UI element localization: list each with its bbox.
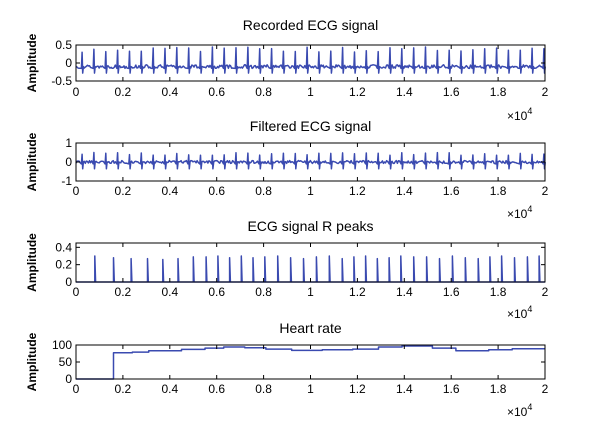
y-tick-label: 0	[65, 56, 72, 70]
x-multiplier: ×104	[507, 304, 532, 321]
x-tick-label: 1	[307, 85, 314, 99]
series-line	[76, 345, 545, 380]
x-tick-label: 1.8	[490, 382, 507, 396]
x-multiplier: ×104	[507, 204, 532, 221]
x-multiplier: ×104	[507, 106, 532, 123]
x-multiplier: ×104	[507, 402, 532, 419]
series-line	[75, 151, 546, 170]
x-tick-label: 1.2	[349, 285, 366, 299]
y-axis-label: Amplitude	[25, 233, 39, 292]
x-tick-label: 0.6	[208, 285, 225, 299]
x-multiplier-exponent: 4	[527, 304, 532, 314]
chart-title: Heart rate	[279, 320, 341, 336]
x-multiplier-base: ×10	[507, 307, 528, 321]
plot-frame	[75, 242, 546, 283]
plot-frame	[75, 44, 546, 82]
y-tick-label: -1	[61, 174, 72, 188]
chart-title: ECG signal R peaks	[247, 218, 373, 234]
y-tick-label: -0.5	[51, 74, 72, 88]
x-tick-label: 1.2	[349, 85, 366, 99]
x-multiplier-base: ×10	[507, 207, 528, 221]
x-tick-label: 2	[542, 285, 549, 299]
x-tick-label: 0.4	[161, 382, 178, 396]
x-tick-label: 1.6	[443, 382, 460, 396]
x-tick-label: 0.6	[208, 85, 225, 99]
x-tick-label: 2	[542, 85, 549, 99]
series-line	[76, 255, 545, 283]
x-tick-label: 2	[542, 382, 549, 396]
x-multiplier-exponent: 4	[527, 402, 532, 412]
y-axis-label: Amplitude	[25, 33, 39, 92]
x-tick-label: 0	[73, 382, 80, 396]
x-tick-label: 1	[307, 382, 314, 396]
y-axis-label: Amplitude	[25, 132, 39, 191]
y-tick-label: 1	[65, 136, 72, 150]
chart-panel-4: Heart rate Amplitude 0 0.2 0.4 0.6 0.8 1 1.2 1.4 1…	[25, 320, 549, 419]
x-tick-label: 0.4	[161, 184, 178, 198]
x-multiplier-exponent: 4	[527, 106, 532, 116]
x-tick-label: 0.2	[115, 382, 132, 396]
x-tick-label: 0	[73, 85, 80, 99]
y-tick-label: 0	[65, 372, 72, 386]
y-tick-label: 0.4	[55, 240, 72, 254]
x-tick-label: 0.8	[255, 184, 272, 198]
y-tick-label: 0	[65, 275, 72, 289]
x-tick-label: 0.6	[208, 184, 225, 198]
y-axis-label: Amplitude	[25, 332, 39, 391]
chart-title: Filtered ECG signal	[250, 118, 371, 134]
x-tick-label: 1.4	[396, 85, 413, 99]
y-tick-label: 0.5	[55, 38, 72, 52]
x-tick-label: 0.6	[208, 382, 225, 396]
x-multiplier-base: ×10	[507, 109, 528, 123]
x-tick-label: 1.6	[443, 85, 460, 99]
x-tick-label: 1.8	[490, 285, 507, 299]
x-tick-label: 0.8	[255, 285, 272, 299]
x-tick-label: 1.4	[396, 285, 413, 299]
y-tick-label: 50	[59, 355, 73, 369]
y-tick-label: 0	[65, 155, 72, 169]
series-line	[75, 46, 546, 74]
x-multiplier-exponent: 4	[527, 204, 532, 214]
y-tick-label: 0.2	[55, 258, 72, 272]
x-tick-label: 1	[307, 184, 314, 198]
x-tick-label: 2	[542, 184, 549, 198]
x-tick-label: 1.8	[490, 184, 507, 198]
x-tick-label: 1	[307, 285, 314, 299]
chart-panel-1: Recorded ECG signal Amplitude 0 0.2 0.4 0.6 0.…	[25, 17, 549, 123]
x-tick-label: 0	[73, 285, 80, 299]
x-tick-label: 0.8	[255, 382, 272, 396]
x-tick-label: 1.2	[349, 184, 366, 198]
x-multiplier-base: ×10	[507, 405, 528, 419]
x-tick-label: 1.2	[349, 382, 366, 396]
chart-title: Recorded ECG signal	[243, 17, 378, 33]
x-tick-label: 0.2	[115, 285, 132, 299]
x-tick-label: 1.8	[490, 85, 507, 99]
chart-panel-2: Filtered ECG signal Amplitude 0 0.2 0.4 0.6 0.…	[25, 118, 549, 221]
x-tick-label: 1.6	[443, 184, 460, 198]
x-tick-label: 1.4	[396, 184, 413, 198]
y-tick-label: 100	[52, 338, 72, 352]
x-tick-label: 0.8	[255, 85, 272, 99]
x-tick-label: 0.4	[161, 85, 178, 99]
x-tick-label: 1.4	[396, 382, 413, 396]
x-tick-label: 0.2	[115, 85, 132, 99]
x-tick-label: 1.6	[443, 285, 460, 299]
x-tick-label: 0	[73, 184, 80, 198]
x-tick-label: 0.2	[115, 184, 132, 198]
x-tick-label: 0.4	[161, 285, 178, 299]
